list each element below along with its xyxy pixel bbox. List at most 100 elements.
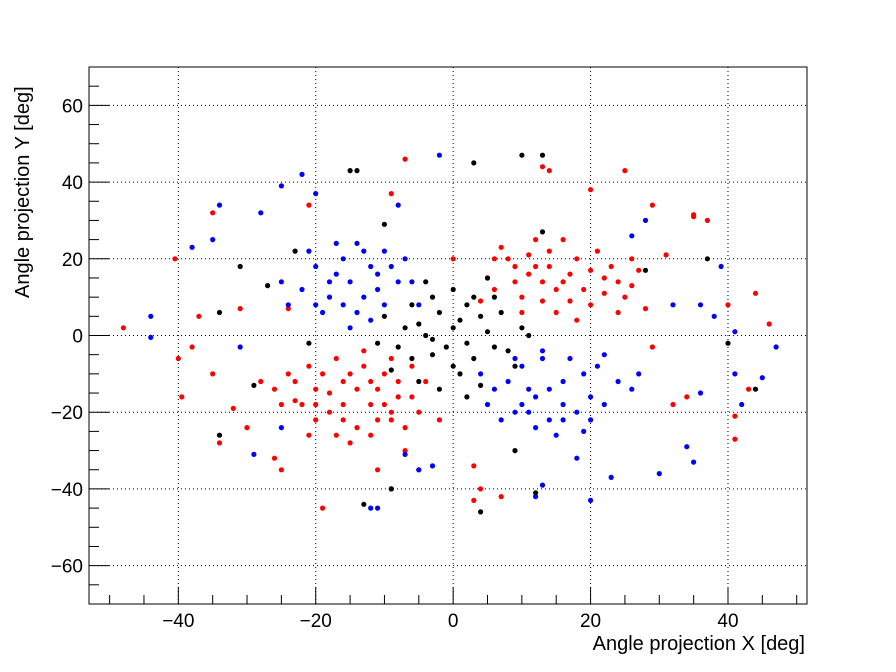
data-point (333, 240, 339, 246)
data-point (258, 210, 264, 216)
data-point (697, 302, 704, 308)
data-point (581, 428, 587, 434)
data-point (375, 271, 381, 277)
data-point (581, 371, 587, 377)
data-point (478, 298, 484, 304)
data-point (560, 401, 566, 408)
data-point (622, 294, 628, 300)
data-point (491, 286, 497, 293)
data-point (285, 302, 291, 308)
data-point (299, 401, 305, 408)
grid-lines (89, 67, 807, 604)
data-point (539, 298, 546, 304)
data-point (601, 352, 607, 358)
data-point (704, 217, 711, 223)
data-point (526, 332, 532, 339)
data-point (402, 325, 408, 331)
data-point (265, 283, 271, 289)
data-point (388, 355, 394, 362)
data-point (292, 378, 298, 385)
data-point (464, 340, 470, 346)
data-point (574, 317, 580, 323)
data-point (471, 160, 477, 166)
data-point (471, 497, 477, 503)
data-point (347, 325, 353, 331)
data-point (588, 267, 594, 273)
data-point (381, 248, 387, 254)
data-point (423, 332, 429, 339)
data-point (388, 367, 394, 373)
data-point (306, 363, 312, 369)
data-point (539, 152, 546, 158)
data-point (210, 371, 216, 377)
data-point (478, 313, 484, 319)
data-point (313, 386, 319, 392)
data-point (395, 279, 401, 285)
data-point (567, 355, 573, 362)
data-point (368, 432, 374, 438)
data-point (546, 248, 552, 254)
data-point (326, 390, 333, 396)
data-point (471, 463, 477, 469)
data-point (388, 486, 394, 492)
data-point (450, 363, 456, 369)
data-point (601, 275, 607, 281)
data-point (498, 244, 504, 250)
data-point (210, 237, 216, 243)
data-point (601, 401, 607, 408)
data-point (574, 256, 580, 262)
data-point (333, 355, 339, 362)
data-point (423, 378, 429, 385)
data-point (216, 440, 223, 446)
data-point (642, 267, 649, 273)
data-point (574, 455, 580, 461)
data-point (326, 294, 333, 300)
data-point (512, 263, 518, 270)
data-point (581, 286, 587, 293)
data-point (172, 256, 178, 262)
data-point (464, 302, 470, 308)
data-point (306, 340, 312, 346)
data-point (354, 240, 360, 246)
data-point (601, 290, 607, 296)
data-point (539, 164, 546, 170)
data-point (402, 256, 408, 262)
data-point (594, 248, 601, 254)
data-point (347, 440, 353, 446)
data-point (347, 168, 353, 174)
data-point (361, 348, 367, 354)
data-point (533, 237, 539, 243)
data-point (285, 371, 291, 377)
data-point (725, 340, 731, 346)
data-point (732, 436, 738, 442)
data-point (450, 256, 456, 262)
x-tick-label: 40 (717, 611, 738, 632)
data-point (567, 271, 573, 277)
data-point (478, 371, 484, 377)
data-point (306, 248, 312, 254)
data-point (746, 386, 752, 392)
data-point (416, 302, 422, 308)
data-point (381, 313, 387, 319)
data-point (491, 344, 497, 350)
data-point (436, 386, 442, 392)
data-point (560, 237, 566, 243)
data-point (691, 212, 697, 218)
data-point (450, 286, 456, 293)
data-point (642, 306, 649, 312)
data-point (546, 417, 552, 423)
data-point (381, 221, 387, 227)
data-point (546, 168, 552, 174)
data-point (354, 309, 360, 316)
data-point (484, 401, 491, 408)
data-point (759, 375, 765, 381)
data-point (752, 386, 759, 392)
data-points (120, 152, 779, 515)
data-point (179, 394, 185, 400)
data-point (429, 336, 436, 342)
data-point (519, 309, 525, 316)
data-point (512, 355, 518, 362)
data-point (313, 302, 319, 308)
data-point (368, 378, 374, 385)
